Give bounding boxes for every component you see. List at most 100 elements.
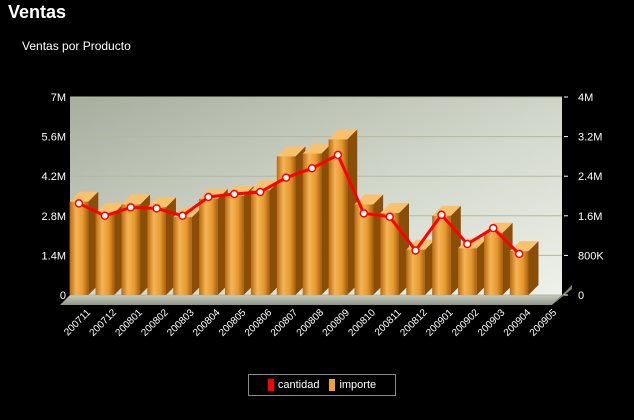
- bar-top: [302, 143, 332, 154]
- point-cantidad: [411, 246, 420, 255]
- point-cantidad: [333, 150, 343, 160]
- bar-front: [302, 153, 322, 295]
- bar-top: [276, 146, 306, 157]
- x-tick-label: 200903: [476, 307, 508, 339]
- point-cantidad: [437, 210, 446, 220]
- point-cantidad: [178, 211, 187, 221]
- legend-swatch-cantidad: [267, 379, 274, 391]
- point-cantidad: [385, 212, 394, 222]
- bar-front: [173, 217, 192, 295]
- x-tick-label: 200808: [295, 307, 327, 339]
- chart-title: Ventas por Producto: [22, 39, 131, 53]
- y-left-tick-label: 4.2M: [42, 171, 66, 183]
- x-tick-label: 200807: [269, 307, 301, 339]
- x-tick-label: 200810: [347, 307, 379, 339]
- legend: cantidad importe: [248, 374, 396, 396]
- y-left-tick-label: 1.4M: [42, 250, 66, 262]
- x-tick-label: 200812: [398, 307, 430, 339]
- bar-front: [250, 190, 270, 295]
- y-left-tick-label: 5.6M: [42, 132, 66, 144]
- point-cantidad: [100, 211, 110, 221]
- bar-200806: [250, 180, 280, 295]
- x-tick-label: 200802: [139, 307, 171, 339]
- bar-front: [95, 212, 115, 295]
- point-cantidad: [307, 164, 317, 173]
- y-right-tick-label: 800K: [578, 250, 604, 262]
- y-axis-left: 0 1.4M 2.8M 4.2M 5.6M 7M: [42, 92, 66, 302]
- bar-front: [432, 215, 451, 295]
- y-right-tick-label: 4M: [578, 92, 593, 104]
- bar-top: [121, 194, 151, 205]
- page-title: Ventas: [8, 2, 67, 22]
- line-cantidad: [78, 153, 521, 255]
- bar-front: [199, 198, 218, 295]
- x-tick-label: 200804: [191, 307, 223, 339]
- line-series-cantidad: [74, 150, 524, 259]
- point-cantidad: [204, 192, 213, 202]
- point-cantidad: [359, 209, 369, 218]
- point-cantidad: [514, 249, 524, 259]
- x-tick-label: 200905: [528, 307, 560, 339]
- x-tick-label: 200904: [502, 307, 534, 339]
- bar-top: [69, 191, 99, 202]
- x-axis: 2007112007122008012008022008032008042008…: [62, 307, 559, 339]
- point-cantidad: [281, 173, 291, 182]
- bar-200805: [224, 186, 254, 295]
- y-right-tick-label: 2.4M: [578, 171, 602, 183]
- bar-200812: [406, 239, 435, 295]
- bar-200807: [276, 146, 306, 295]
- plot-floor: [60, 295, 562, 305]
- y-right-tick-label: 1.6M: [578, 211, 602, 223]
- bar-top: [354, 194, 384, 205]
- bar-front: [69, 201, 89, 295]
- bar-top: [380, 202, 410, 213]
- bar-200809: [328, 129, 358, 295]
- x-tick-label: 200809: [321, 307, 353, 339]
- bar-200804: [199, 188, 228, 295]
- bar-200712: [95, 202, 125, 295]
- bar-front: [276, 156, 296, 295]
- bar-front: [483, 232, 503, 295]
- legend-swatch-importe: [329, 379, 336, 391]
- x-tick-label: 200801: [113, 307, 145, 339]
- point-cantidad: [74, 199, 84, 208]
- bar-front: [147, 207, 166, 295]
- point-cantidad: [230, 189, 239, 199]
- y-axis-right: 0 800K 1.6M 2.4M 3.2M 4M: [564, 92, 604, 302]
- bar-top: [95, 202, 125, 213]
- point-cantidad: [463, 239, 472, 249]
- bar-top: [250, 180, 280, 191]
- legend-label-cantidad: cantidad: [277, 379, 320, 391]
- y-right-tick-label: 3.2M: [578, 132, 602, 144]
- bar-front: [406, 249, 425, 295]
- y-left-tick-label: 7M: [51, 92, 66, 104]
- bar-front: [509, 251, 529, 295]
- bar-top: [509, 241, 539, 252]
- point-cantidad: [126, 203, 135, 212]
- bar-front: [380, 212, 400, 295]
- bar-top: [328, 129, 358, 140]
- bar-front: [224, 196, 244, 295]
- bar-front: [328, 139, 348, 295]
- point-cantidad: [152, 204, 161, 213]
- y-left-tick-label: 2.8M: [42, 211, 66, 223]
- y-left-tick-label: 0: [60, 290, 66, 302]
- x-tick-label: 200811: [373, 307, 404, 338]
- bar-200902: [458, 238, 487, 295]
- legend-item-importe[interactable]: importe: [329, 379, 376, 391]
- bar-series-importe: [69, 129, 539, 295]
- point-cantidad: [255, 187, 265, 197]
- bar-side: [528, 241, 539, 295]
- legend-item-cantidad[interactable]: cantidad: [267, 379, 320, 391]
- x-tick-label: 200711: [62, 307, 93, 338]
- legend-label-importe: importe: [339, 379, 377, 391]
- y-right-tick-label: 0: [578, 290, 584, 302]
- x-tick-label: 200806: [243, 307, 275, 339]
- bar-200803: [173, 207, 202, 295]
- x-tick-label: 200902: [450, 307, 482, 339]
- point-cantidad: [489, 223, 498, 233]
- bar-200810: [354, 194, 384, 295]
- x-tick-label: 200805: [217, 307, 249, 339]
- x-tick-label: 200803: [165, 307, 197, 339]
